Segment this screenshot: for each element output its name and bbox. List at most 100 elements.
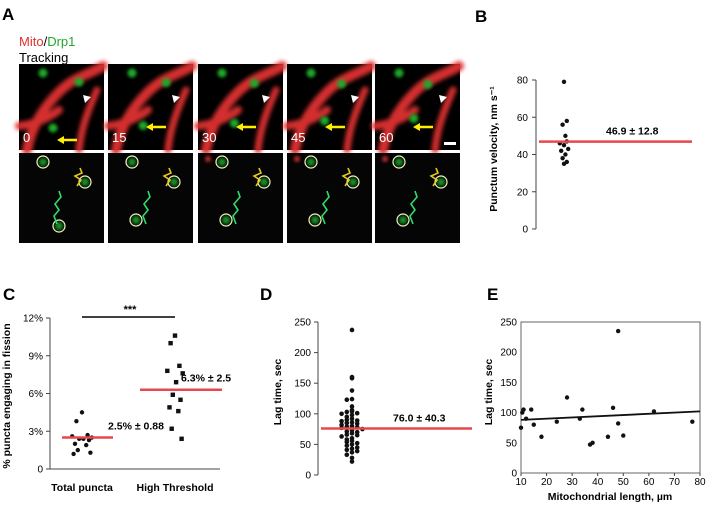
chart-e-frame: [520, 321, 701, 474]
chart-d-tick-label: 200: [294, 348, 311, 359]
chart-d-point: [354, 421, 360, 426]
chart-e-xtick-label: 70: [669, 477, 681, 488]
chart-e-point: [539, 434, 544, 439]
chart-d-point: [344, 397, 350, 403]
arrow-marker-head: [57, 136, 64, 144]
chart-b-ylabel: Punctum velocity, nm s⁻¹: [488, 86, 500, 212]
tracking-path-yellow: [341, 167, 352, 187]
chart-b-mean-label: 46.9 ± 12.8: [606, 126, 659, 138]
chart-d-point: [354, 440, 360, 446]
chart-e-point: [690, 419, 695, 424]
chart-d-ticks: 0 50 100 150 200 250: [294, 318, 318, 482]
drp1-puncta: [394, 68, 433, 123]
chart-e-ytick-label: 0: [511, 469, 517, 480]
chart-d-point: [349, 416, 355, 421]
chart-d-point: [344, 447, 350, 453]
tracking-background: [19, 153, 104, 243]
tracking-background: [287, 153, 372, 243]
legend-tracking: Tracking: [19, 50, 68, 65]
tracking-circle: [215, 155, 229, 169]
chart-e-point: [554, 419, 559, 424]
chart-c-point: [79, 410, 85, 415]
tracking-path-yellow: [252, 167, 263, 187]
chart-d-point: [344, 409, 350, 415]
chart-b-point: [561, 142, 567, 148]
tracking-puncta: [39, 158, 89, 230]
chart-d-point: [349, 396, 355, 402]
micrograph-row-tracking: [19, 153, 460, 243]
chart-e-point: [521, 407, 526, 412]
panel-e: E Lag time, sec 0 50 100 150 200 250 10 20 30 40 5…: [483, 285, 706, 503]
chart-c-point: [177, 363, 182, 369]
arrowhead-marker: [351, 95, 359, 103]
chart-c-point: [165, 368, 170, 374]
micrograph-row-top: 0 15 30 45 60: [15, 61, 464, 155]
arrow-marker-head: [146, 123, 153, 131]
chart-c-point: [179, 436, 184, 441]
chart-d-point: [349, 438, 355, 444]
tracking-background: [108, 153, 193, 243]
chart-d-tick-label: 50: [300, 440, 312, 451]
chart-e-point: [615, 328, 621, 334]
panel-d-letter: D: [260, 285, 272, 304]
arrowhead-marker: [262, 95, 270, 103]
chart-e-xlabel: Mitochondrial length, µm: [548, 491, 672, 503]
chart-c-tick-label: 6%: [29, 389, 44, 400]
chart-c-tick-label: 12%: [23, 314, 43, 325]
panel-c-letter: C: [3, 285, 15, 304]
chart-d-point: [354, 445, 360, 450]
chart-c-points: [70, 333, 185, 457]
tracking-puncta: [205, 156, 268, 224]
chart-b-ticks: 0 20 40 60 80: [517, 76, 536, 236]
tracking-circle: [392, 155, 406, 169]
chart-e-point: [651, 409, 657, 414]
tracking-path-green: [142, 190, 151, 225]
legend-mito: Mito: [19, 34, 44, 49]
chart-b-tick-label: 60: [517, 113, 529, 124]
chart-b-point: [559, 148, 564, 153]
panel-d: D Lag time, sec 0 50 100 150 200 250 76.0 ± 4…: [260, 285, 472, 482]
tracking-circle: [36, 155, 50, 169]
legend-channels: Mito/Drp1: [19, 34, 75, 49]
drp1-puncta: [306, 68, 347, 126]
timepoint-label: 60: [379, 130, 393, 145]
chart-c-point: [180, 371, 185, 376]
mitochondria-signal: [371, 61, 464, 155]
chart-c-tick-label: 3%: [29, 427, 44, 438]
timepoint-label: 15: [112, 130, 126, 145]
arrow-marker-head: [236, 123, 243, 131]
chart-c-point: [167, 405, 172, 410]
chart-c-category-label: Total puncta: [51, 482, 113, 494]
chart-d-points: [339, 327, 365, 464]
chart-e-xtick-label: 30: [567, 477, 579, 488]
tracking-circle: [125, 155, 139, 169]
chart-e-point: [564, 395, 570, 400]
chart-e-points: [518, 328, 695, 447]
chart-c-point: [72, 441, 78, 447]
panel-a: A Mito/Drp1 Tracking 0 15 30 45 60: [2, 5, 464, 243]
chart-e-ytick-label: 50: [506, 438, 518, 449]
chart-d-point: [349, 409, 355, 414]
chart-b-tick-label: 0: [522, 225, 528, 236]
chart-d-point: [339, 434, 344, 439]
chart-c-ticks: 0 3% 6% 9% 12%: [23, 314, 50, 476]
chart-b-point: [564, 118, 569, 124]
chart-c-point: [170, 392, 175, 397]
tracking-path-green: [409, 190, 418, 225]
chart-b-tick-label: 80: [517, 76, 529, 87]
chart-d-point: [349, 450, 355, 455]
chart-d-tick-label: 0: [305, 471, 311, 482]
chart-e-xtick-label: 50: [618, 477, 630, 488]
tracking-frame-0: [19, 153, 104, 243]
chart-c-mean-label: 6.3% ± 2.5: [181, 373, 231, 385]
arrowhead-marker: [172, 95, 180, 103]
micrograph-frame-45: 45: [283, 61, 376, 155]
scale-bar: [444, 142, 456, 145]
tracking-background: [375, 153, 460, 243]
chart-c-mean-label: 2.5% ± 0.88: [108, 421, 164, 433]
chart-c-point: [86, 437, 92, 443]
arrow-marker-head: [413, 123, 420, 131]
tracking-circle: [304, 155, 318, 169]
chart-d-point: [349, 446, 355, 451]
chart-d-point: [354, 432, 360, 438]
